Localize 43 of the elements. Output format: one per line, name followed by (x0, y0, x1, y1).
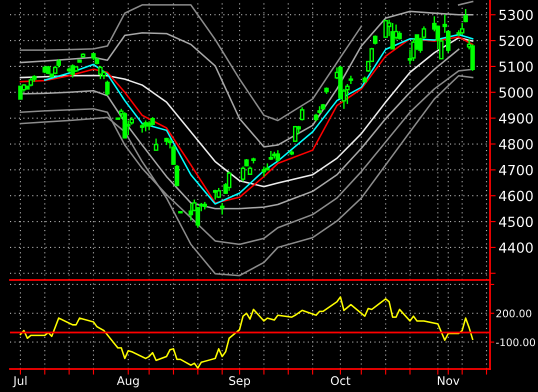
candlestick (383, 18, 388, 38)
candlestick (226, 170, 232, 192)
y-tick-label: 5100 (499, 61, 533, 72)
candlestick (196, 206, 200, 228)
x-tick-label: Aug (116, 376, 139, 388)
candlestick (154, 138, 158, 151)
candlestick (70, 64, 75, 78)
y-tick-label: 4700 (499, 164, 533, 176)
x-tick-label: Nov (438, 376, 460, 386)
candlestick (300, 106, 304, 122)
candlestick (18, 86, 23, 100)
x-tick-label: Oct (330, 376, 350, 386)
candlestick (216, 187, 221, 199)
candlestick (463, 8, 468, 23)
candlestick (411, 38, 416, 62)
candlestick (220, 202, 224, 216)
y-tick-label: 5200 (499, 36, 533, 46)
x-tick-label: Jul (12, 376, 26, 388)
candlestick (276, 150, 280, 162)
candlestick (292, 125, 298, 143)
candlestick (188, 202, 194, 222)
candlestick (345, 83, 350, 105)
candlestick (268, 150, 274, 161)
candlestick (98, 65, 103, 80)
y-tick-label: 5000 (499, 87, 533, 98)
y-tick-label: 4900 (499, 113, 533, 124)
y-tick-label: 4400 (499, 242, 533, 253)
candlestick (460, 22, 464, 36)
candlestick (105, 80, 110, 96)
candlestick (390, 22, 395, 50)
candlestick (140, 122, 144, 134)
line-series (20, 296, 474, 369)
candlestick (372, 34, 378, 46)
y-tick-label: 200.00 (496, 310, 532, 318)
y-tick-label: 4600 (499, 190, 533, 202)
x-tick-label: Sep (229, 376, 250, 388)
y-tick-label: 5300 (499, 10, 533, 20)
y-tick-label: -100.00 (496, 338, 536, 346)
y-tick-label: 4500 (499, 216, 533, 228)
y-tick-label: 4800 (499, 138, 533, 150)
candlestick (262, 166, 266, 178)
candlestick (146, 120, 152, 131)
candlestick (470, 44, 475, 72)
